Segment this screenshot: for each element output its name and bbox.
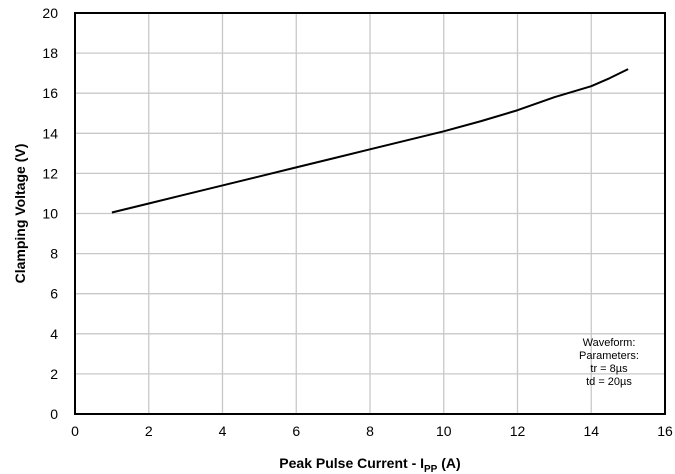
x-tick-label: 4	[219, 423, 227, 439]
y-tick-label: 8	[50, 246, 58, 262]
y-tick-label: 6	[50, 286, 58, 302]
y-tick-label: 10	[42, 206, 58, 222]
x-tick-label: 14	[583, 423, 599, 439]
grid	[74, 12, 666, 415]
x-tick-label: 10	[436, 423, 452, 439]
annotation-line: Parameters:	[579, 350, 639, 362]
x-axis-label-suffix: (A)	[437, 455, 460, 471]
x-tick-label: 16	[657, 423, 673, 439]
y-tick-label: 20	[42, 5, 58, 21]
y-tick-label: 2	[50, 366, 58, 382]
x-tick-label: 2	[145, 423, 153, 439]
y-tick-label: 4	[50, 326, 58, 342]
x-axis-label-main: Peak Pulse Current - I	[279, 455, 424, 471]
series-layer	[111, 68, 629, 214]
y-axis: 0 2 4 6 8 10 12 14 16 18 20	[42, 5, 58, 422]
series-line	[111, 68, 629, 214]
annotation-line: tr = 8µs	[590, 363, 628, 375]
x-axis-label: Peak Pulse Current - IPP (A)	[279, 455, 460, 474]
x-axis-label-subscript: PP	[424, 464, 438, 474]
x-axis: 0 2 4 6 8 10 12 14 16	[71, 423, 673, 439]
x-tick-label: 6	[292, 423, 300, 439]
y-tick-label: 14	[42, 125, 58, 141]
y-axis-label: Clamping Voltage (V)	[12, 144, 28, 284]
x-tick-label: 0	[71, 423, 79, 439]
y-tick-label: 18	[42, 45, 58, 61]
y-tick-label: 12	[42, 165, 58, 181]
y-tick-label: 0	[50, 406, 58, 422]
y-tick-label: 16	[42, 85, 58, 101]
x-tick-label: 8	[366, 423, 374, 439]
annotation-line: Waveform:	[583, 337, 636, 349]
x-tick-label: 12	[510, 423, 526, 439]
annotation-line: td = 20µs	[586, 376, 632, 388]
plot-area	[74, 12, 666, 415]
